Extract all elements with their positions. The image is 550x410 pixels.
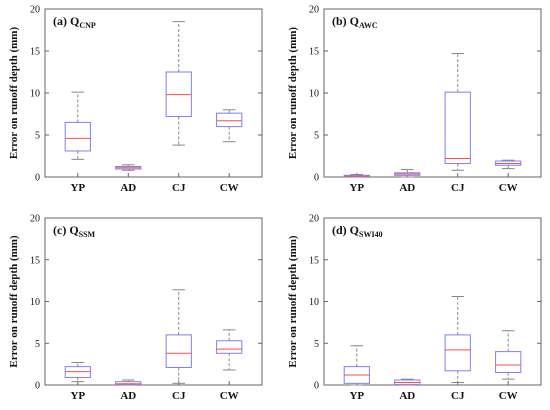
y-tick-label: 15 bbox=[309, 255, 319, 266]
y-tick-label: 10 bbox=[30, 297, 40, 308]
panel-title: (d) QSWI40 bbox=[332, 223, 383, 239]
box-iqr bbox=[495, 351, 522, 373]
box-cj bbox=[165, 21, 192, 146]
x-category-label: AD bbox=[120, 390, 136, 402]
y-tick-label: 10 bbox=[309, 297, 319, 308]
y-tick-label: 15 bbox=[309, 47, 319, 58]
x-category-label: CW bbox=[499, 182, 518, 194]
y-tick-label: 5 bbox=[35, 131, 40, 142]
panel-title-subscript: SWI40 bbox=[359, 230, 383, 239]
y-tick-label: 20 bbox=[309, 5, 319, 16]
box-iqr bbox=[165, 334, 192, 368]
box-yp bbox=[343, 173, 370, 178]
y-tick-label: 0 bbox=[35, 381, 40, 392]
box-cj bbox=[444, 53, 471, 171]
box-cw bbox=[495, 159, 522, 170]
box-cj bbox=[165, 289, 192, 384]
plot-frame bbox=[323, 8, 542, 178]
x-category-label: AD bbox=[399, 390, 415, 402]
x-category-label: CJ bbox=[172, 390, 186, 402]
box-ad bbox=[115, 164, 142, 171]
box-yp bbox=[64, 91, 91, 160]
box-ad bbox=[394, 378, 421, 386]
y-tick-label: 0 bbox=[35, 173, 40, 184]
x-category-label: YP bbox=[70, 390, 85, 402]
x-category-label: CW bbox=[220, 390, 239, 402]
panel-title: (a) QCNP bbox=[53, 14, 96, 30]
x-category-label: YP bbox=[349, 390, 364, 402]
y-tick-label: 0 bbox=[314, 173, 319, 184]
y-tick-label: 5 bbox=[314, 339, 319, 350]
y-tick-label: 10 bbox=[309, 89, 319, 100]
y-axis-label: Error on runoff depth (mm) bbox=[8, 27, 20, 160]
panel-title-subscript: SSM bbox=[79, 230, 96, 239]
chart-panel-2: 0 5 10 15 20 Error on runoff depth (mm) (c) QS… bbox=[8, 214, 263, 402]
box-iqr bbox=[216, 340, 243, 354]
y-tick-label: 0 bbox=[314, 381, 319, 392]
box-yp bbox=[64, 361, 91, 383]
y-tick-label: 20 bbox=[30, 214, 40, 225]
box-yp bbox=[343, 345, 370, 386]
x-category-label: CW bbox=[220, 182, 239, 194]
panel-title: (c) QSSM bbox=[53, 223, 96, 239]
x-category-label: CJ bbox=[451, 390, 465, 402]
x-category-label: CJ bbox=[172, 182, 186, 194]
panel-title: (b) QAWC bbox=[332, 14, 378, 30]
y-axis-label: Error on runoff depth (mm) bbox=[8, 235, 20, 368]
y-axis-label: Error on runoff depth (mm) bbox=[287, 27, 299, 160]
y-tick-label: 15 bbox=[30, 255, 40, 266]
box-cw bbox=[216, 109, 243, 143]
y-tick-label: 5 bbox=[314, 131, 319, 142]
box-iqr bbox=[444, 334, 471, 372]
box-iqr bbox=[115, 381, 142, 386]
x-category-label: AD bbox=[399, 182, 415, 194]
box-ad bbox=[115, 379, 142, 386]
y-axis-label: Error on runoff depth (mm) bbox=[287, 235, 299, 368]
x-category-label: CJ bbox=[451, 182, 465, 194]
y-tick-label: 20 bbox=[30, 5, 40, 16]
box-cw bbox=[495, 330, 522, 380]
y-tick-label: 15 bbox=[30, 47, 40, 58]
chart-panel-0: 0 5 10 15 20 Error on runoff depth (mm) (a) QC… bbox=[8, 5, 263, 194]
chart-panel-3: 0 5 10 15 20 Error on runoff depth (mm) (d) QS… bbox=[287, 214, 542, 402]
y-tick-label: 5 bbox=[35, 339, 40, 350]
box-iqr bbox=[216, 112, 243, 128]
x-category-label: YP bbox=[70, 182, 85, 194]
box-cw bbox=[216, 329, 243, 371]
x-category-label: CW bbox=[499, 390, 518, 402]
box-ad bbox=[394, 168, 421, 178]
y-tick-label: 20 bbox=[309, 214, 319, 225]
box-cj bbox=[444, 295, 471, 383]
x-category-label: AD bbox=[120, 182, 136, 194]
panel-title-subscript: AWC bbox=[359, 21, 378, 30]
y-tick-label: 10 bbox=[30, 89, 40, 100]
box-iqr bbox=[64, 121, 91, 152]
chart-panel-1: 0 5 10 15 20 Error on runoff depth (mm) (b) QA… bbox=[287, 5, 542, 194]
panel-title-subscript: CNP bbox=[79, 21, 96, 30]
box-iqr bbox=[444, 91, 471, 165]
x-category-label: YP bbox=[349, 182, 364, 194]
